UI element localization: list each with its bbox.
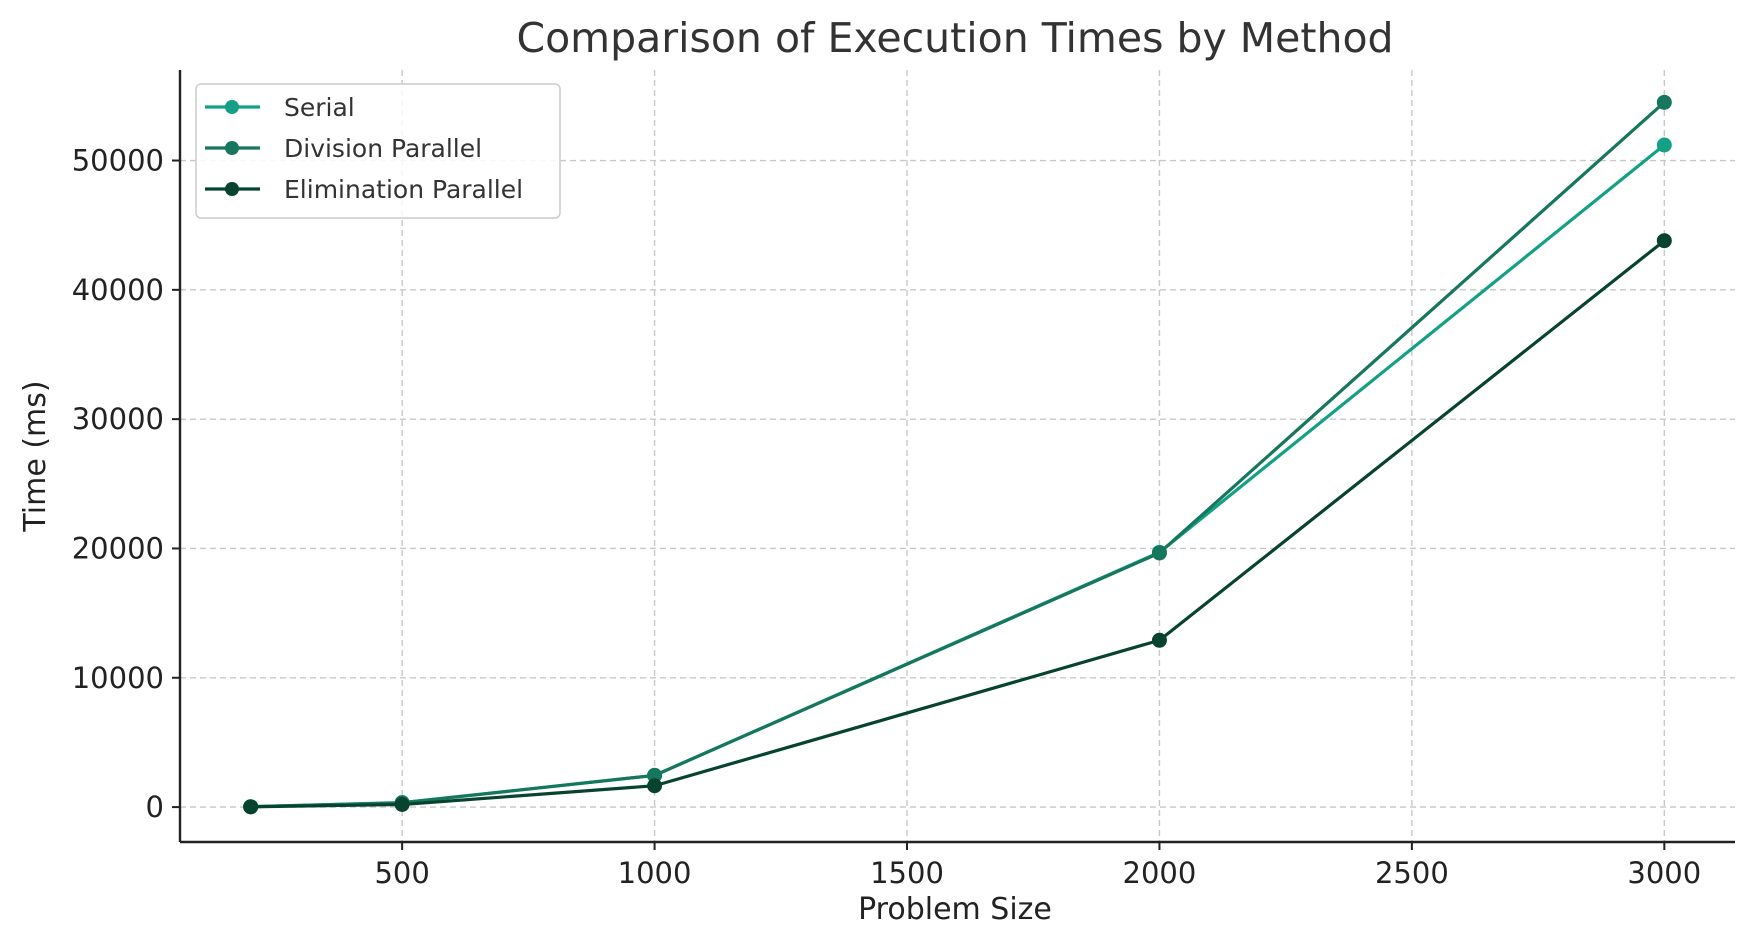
- legend-item: Division Parallel: [205, 134, 482, 163]
- x-axis-label: Problem Size: [858, 892, 1052, 927]
- series-2: [243, 233, 1672, 815]
- data-point: [1656, 137, 1672, 153]
- x-tick-label: 1500: [870, 856, 944, 890]
- legend-marker: [225, 100, 239, 114]
- y-axis-label: Time (ms): [18, 380, 53, 532]
- grid: [180, 70, 1735, 842]
- ticks: 500 1000 1500 2000 2500 300001000020000300004…: [72, 144, 1701, 890]
- series-line: [250, 143, 1666, 809]
- legend: Serial Division Parallel Elimination Paral…: [195, 83, 561, 219]
- legend-items: Serial Division Parallel Elimination Paral…: [205, 93, 523, 204]
- data-point: [243, 799, 259, 815]
- x-tick-label: 1000: [618, 856, 692, 890]
- data-point: [394, 796, 410, 812]
- y-tick-label: 20000: [72, 531, 164, 565]
- data-point: [647, 778, 663, 794]
- chart-title: Comparison of Execution Times by Method: [516, 14, 1393, 62]
- y-tick-label: 30000: [72, 402, 164, 436]
- legend-frame: [195, 83, 561, 219]
- legend-marker: [225, 141, 239, 155]
- legend-label: Elimination Parallel: [284, 175, 523, 204]
- data-point: [1151, 632, 1167, 648]
- series-layer: [243, 94, 1672, 815]
- x-tick-label: 2000: [1123, 856, 1197, 890]
- data-point: [1151, 545, 1167, 561]
- legend-label: Division Parallel: [284, 134, 482, 163]
- y-tick-label: 10000: [72, 661, 164, 695]
- data-point: [647, 767, 663, 783]
- legend-item: Elimination Parallel: [205, 175, 523, 204]
- y-tick-label: 50000: [72, 144, 164, 178]
- series-0: [243, 137, 1672, 815]
- data-point: [1656, 233, 1672, 249]
- legend-marker: [225, 182, 239, 196]
- y-tick-label: 40000: [72, 273, 164, 307]
- series-line: [250, 239, 1666, 809]
- legend-label: Serial: [284, 93, 355, 122]
- y-tick-label: 0: [146, 790, 164, 824]
- data-point: [1656, 94, 1672, 110]
- x-tick-label: 3000: [1627, 856, 1701, 890]
- legend-item: Serial: [205, 93, 355, 122]
- x-tick-label: 2500: [1375, 856, 1449, 890]
- x-tick-label: 500: [374, 856, 429, 890]
- axes: [178, 70, 1735, 844]
